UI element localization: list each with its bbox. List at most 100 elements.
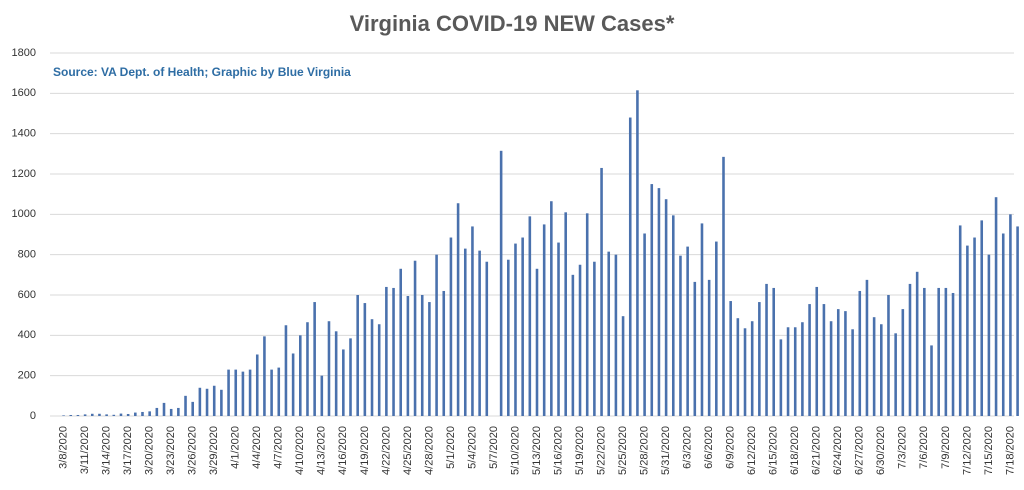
- bar: [420, 295, 424, 416]
- x-tick-label: 3/26/2020: [187, 426, 199, 475]
- bar: [736, 318, 740, 416]
- y-tick-label: 600: [18, 289, 36, 301]
- bar: [600, 167, 603, 416]
- bar: [141, 411, 144, 416]
- bar: [729, 301, 732, 416]
- x-tick-label: 5/28/2020: [639, 426, 651, 475]
- bar: [449, 237, 453, 416]
- bar: [930, 345, 933, 416]
- bar: [700, 223, 704, 416]
- x-tick-label: 6/27/2020: [854, 426, 866, 475]
- x-tick-label: 5/25/2020: [617, 426, 629, 475]
- bar: [112, 414, 116, 416]
- bar: [758, 302, 761, 416]
- bar: [836, 309, 840, 416]
- x-tick-label: 3/29/2020: [208, 426, 220, 475]
- bar: [715, 241, 718, 416]
- bar: [951, 292, 955, 416]
- bar: [937, 287, 940, 416]
- bar: [205, 388, 209, 416]
- bar: [284, 325, 288, 416]
- bar: [198, 387, 202, 416]
- x-tick-label: 5/22/2020: [595, 426, 607, 475]
- x-tick-label: 6/12/2020: [746, 426, 758, 475]
- bar: [227, 369, 230, 416]
- bar: [234, 369, 238, 416]
- bar: [779, 339, 783, 416]
- bar: [413, 260, 417, 416]
- y-tick-label: 1800: [12, 47, 36, 59]
- bar: [1016, 226, 1019, 416]
- bar: [858, 290, 862, 416]
- bar: [126, 413, 130, 416]
- x-tick-label: 7/9/2020: [940, 426, 952, 469]
- bar: [829, 321, 833, 416]
- x-tick-label: 4/1/2020: [230, 426, 242, 469]
- bar: [571, 274, 575, 416]
- bar: [76, 414, 80, 416]
- y-tick-label: 400: [18, 329, 36, 341]
- bar: [291, 353, 295, 416]
- bar: [966, 245, 969, 416]
- bar: [793, 327, 797, 416]
- bar: [356, 295, 359, 416]
- bar: [679, 255, 682, 416]
- bar: [664, 199, 668, 416]
- bar: [191, 401, 194, 416]
- bar: [973, 237, 976, 416]
- bar: [671, 215, 675, 416]
- x-tick-label: 4/28/2020: [423, 426, 435, 475]
- bar: [428, 302, 431, 416]
- x-tick-label: 5/1/2020: [445, 426, 457, 469]
- x-tick-label: 6/6/2020: [703, 426, 715, 469]
- bar: [872, 317, 876, 416]
- chart-title: Virginia COVID-19 NEW Cases*: [350, 11, 675, 36]
- bar: [456, 203, 460, 416]
- bar: [822, 304, 826, 416]
- x-tick-label: 3/11/2020: [79, 426, 91, 474]
- x-tick-label: 7/15/2020: [983, 426, 995, 475]
- bar: [593, 261, 596, 416]
- bar: [894, 333, 897, 416]
- x-tick-label: 3/20/2020: [144, 426, 156, 475]
- bar: [399, 268, 403, 416]
- x-tick-label: 7/6/2020: [918, 426, 930, 469]
- bar: [923, 287, 926, 416]
- bar: [184, 395, 187, 416]
- bar: [306, 322, 309, 416]
- bar: [844, 311, 847, 416]
- bar: [535, 268, 539, 416]
- x-tick-label: 6/18/2020: [789, 426, 801, 475]
- bar: [507, 259, 510, 416]
- x-tick-label: 6/21/2020: [811, 426, 823, 475]
- x-tick-label: 7/18/2020: [1004, 426, 1016, 475]
- x-tick-label: 4/13/2020: [316, 426, 328, 475]
- bar: [177, 407, 180, 416]
- bar: [880, 324, 883, 416]
- bar: [542, 224, 546, 416]
- bar: [1009, 214, 1012, 416]
- bar: [514, 243, 517, 416]
- x-tick-label: 6/24/2020: [832, 426, 844, 475]
- bar: [621, 316, 625, 416]
- x-tick-label: 6/15/2020: [768, 426, 780, 475]
- bar: [392, 287, 395, 416]
- annotation: Source: VA Dept. of Health; Graphic by B…: [53, 65, 351, 79]
- bar: [851, 329, 854, 416]
- bar: [385, 286, 388, 416]
- bar: [241, 371, 245, 416]
- bar: [169, 408, 173, 416]
- bar: [220, 389, 223, 416]
- x-tick-label: 4/22/2020: [380, 426, 392, 475]
- bar: [442, 290, 446, 416]
- bar: [887, 295, 890, 416]
- bar: [722, 156, 725, 416]
- y-tick-label: 1200: [12, 168, 36, 180]
- bar: [255, 354, 259, 416]
- bar: [334, 331, 338, 416]
- x-tick-label: 6/3/2020: [682, 426, 694, 469]
- y-tick-label: 1600: [12, 87, 36, 99]
- bar: [987, 254, 991, 416]
- x-tick-label: 6/9/2020: [725, 426, 737, 469]
